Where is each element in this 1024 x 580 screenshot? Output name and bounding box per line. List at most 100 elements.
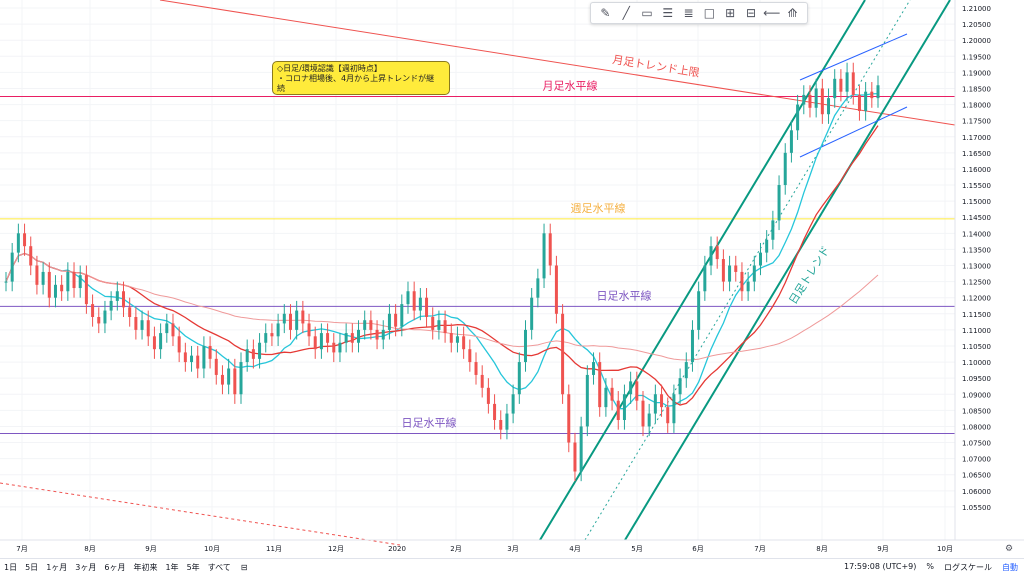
range-option[interactable]: すべて	[207, 563, 231, 572]
monthly-trend-label: 月足トレンド上限	[612, 53, 701, 80]
month-tick-label: 2020	[388, 545, 406, 553]
candle-body	[777, 185, 781, 221]
candle-body	[561, 313, 565, 395]
range-option[interactable]: 3ヶ月	[75, 563, 97, 572]
candle-body	[301, 310, 305, 324]
clock-readout: 17:59:08 (UTC+9)	[844, 562, 917, 571]
range-option[interactable]: 1年	[165, 563, 179, 572]
candle-body	[214, 358, 218, 375]
candle-body	[530, 297, 534, 330]
candle-body	[202, 345, 206, 369]
candle-body	[437, 320, 441, 330]
candle-body	[672, 394, 676, 424]
candle-body	[152, 336, 156, 350]
candle-body	[592, 362, 596, 375]
price-tick-label: 1.15000	[962, 198, 991, 206]
fib-icon[interactable]: ≣	[683, 6, 694, 20]
trend-lines[interactable]	[0, 0, 956, 546]
range-icon[interactable]: ⊞	[725, 6, 736, 20]
candle-body	[177, 336, 181, 353]
candle-body	[122, 291, 126, 308]
candle-body	[128, 307, 132, 317]
range-option[interactable]: 1ヶ月	[46, 563, 68, 572]
magnet-icon[interactable]: ⟰	[787, 6, 798, 20]
price-tick-label: 1.12000	[962, 295, 991, 303]
ma-long-line	[5, 252, 879, 361]
price-tick-label: 1.10500	[962, 343, 991, 351]
arrow-icon[interactable]: ⟵	[763, 6, 781, 20]
horizontal-level-label: 週足水平線	[571, 201, 626, 215]
candle-body	[295, 310, 299, 330]
analysis-note[interactable]: ◇日足/環境認識【週初時点】 ・コロナ相場後、4月から上昇トレンドが継 続	[272, 61, 450, 95]
range-selector: 1日 5日 1ヶ月 3ヶ月 6ヶ月 年初来 1年 5年 すべて	[0, 562, 235, 573]
callout-icon[interactable]: ▭	[641, 6, 653, 20]
month-tick-label: 12月	[328, 545, 344, 553]
candle-body	[678, 378, 682, 395]
candle-body	[517, 362, 521, 395]
candle-body	[233, 368, 237, 395]
candle-body	[715, 246, 719, 260]
candle-body	[820, 88, 824, 115]
month-tick-label: 2月	[450, 545, 461, 553]
time-axis[interactable]: 7月 8月 9月 10月 11月 12月 2020 2月 3月 4月 5月 6月 7月 8月 9月 10月 ⚙	[0, 539, 1024, 554]
candle-body	[579, 426, 583, 472]
price-axis-bg	[955, 0, 1024, 540]
candle-body	[585, 374, 589, 427]
candle-body	[326, 333, 330, 343]
measure-icon[interactable]: ⊟	[745, 6, 756, 20]
candle-body	[425, 297, 429, 317]
candle-body	[357, 329, 361, 343]
candle-body	[239, 362, 243, 395]
percent-toggle[interactable]: %	[926, 562, 934, 571]
trend-line-icon[interactable]: ╱	[622, 6, 630, 20]
candle-body	[251, 349, 255, 359]
range-option[interactable]: 6ヶ月	[104, 563, 126, 572]
candle-body	[53, 284, 57, 298]
candle-body	[91, 304, 95, 317]
rectangle-icon[interactable]: □	[703, 6, 716, 20]
candle-body	[369, 320, 373, 330]
candle-body	[851, 72, 855, 95]
candle-body	[864, 91, 868, 111]
month-tick-label: 5月	[631, 545, 642, 553]
candle-body	[431, 317, 435, 330]
log-scale-toggle[interactable]: ログスケール	[944, 563, 992, 572]
range-option[interactable]: 5年	[186, 563, 200, 572]
horizontal-lines-icon[interactable]: ☰	[662, 6, 674, 20]
price-axis[interactable]: 1.21000 1.20500 1.20000 1.19500 1.19000 1.185…	[954, 0, 1024, 540]
short-channel-upper	[799, 33, 908, 81]
daily-channel-mid	[584, 0, 911, 541]
candle-body	[721, 259, 725, 282]
auto-scale-toggle[interactable]: 自動	[1002, 563, 1018, 572]
price-tick-label: 1.09000	[962, 391, 991, 399]
candle-body	[381, 329, 385, 340]
candle-body	[709, 246, 713, 266]
candle-body	[220, 374, 224, 385]
candle-body	[740, 271, 744, 292]
candle-body	[412, 291, 416, 311]
calendar-icon[interactable]: ⊟	[240, 563, 248, 572]
month-tick-label: 10月	[937, 545, 953, 553]
daily-channel-upper	[539, 0, 866, 541]
candle-body	[598, 362, 602, 408]
ma-short-line	[5, 92, 879, 410]
month-tick-label: 3月	[507, 545, 518, 553]
price-tick-label: 1.18500	[962, 85, 991, 93]
candle-body	[159, 333, 163, 350]
price-tick-label: 1.07500	[962, 440, 991, 448]
price-tick-label: 1.06500	[962, 472, 991, 480]
candle-body	[697, 291, 701, 330]
range-option[interactable]: 年初来	[133, 563, 158, 572]
candle-body	[146, 320, 150, 337]
price-tick-label: 1.16000	[962, 166, 991, 174]
candle-body	[350, 333, 354, 343]
cursor-pen-icon[interactable]: ✎	[600, 6, 611, 20]
candle-body	[734, 265, 738, 272]
range-option[interactable]: 1日	[4, 563, 18, 572]
range-option[interactable]: 5日	[25, 563, 39, 572]
candle-body	[344, 333, 348, 343]
candle-body	[536, 278, 540, 298]
